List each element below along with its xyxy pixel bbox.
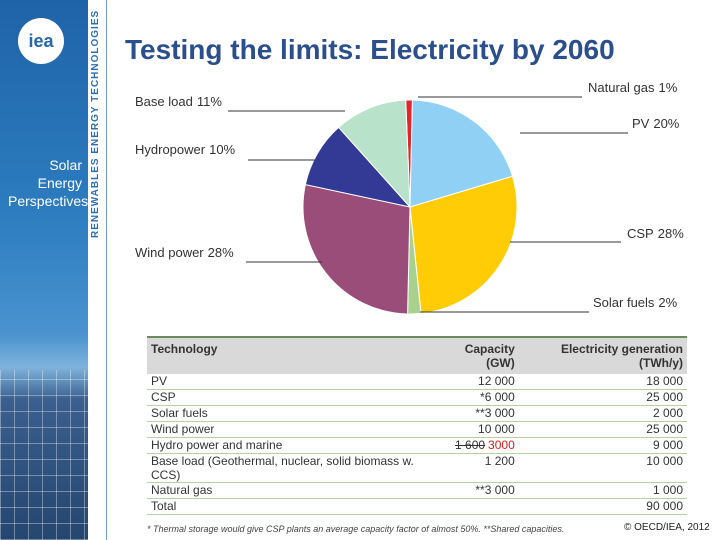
- table-cell: Total: [147, 498, 432, 515]
- series-line: Energy: [37, 175, 82, 191]
- slice-label: Hydropower 10%: [135, 142, 236, 157]
- slice-value: 2%: [658, 295, 677, 310]
- table-row: PV 12 000 18 000: [147, 374, 687, 390]
- corrected-value: 3000: [488, 438, 515, 452]
- table-cell: 1 600 3000: [431, 437, 519, 454]
- footnote: * Thermal storage would give CSP plants …: [147, 524, 565, 534]
- table-row: Hydro power and marine 1 600 3000 9 000: [147, 437, 687, 454]
- series-line: Perspectives: [8, 193, 89, 209]
- slice-name: Hydropower: [135, 142, 206, 157]
- slice-name: Base load: [135, 94, 193, 109]
- table-row: Base load (Geothermal, nuclear, solid bi…: [147, 453, 687, 483]
- table-cell: PV: [147, 374, 432, 390]
- header-cell: Technology: [147, 336, 432, 374]
- slice-name: Solar fuels: [593, 295, 655, 310]
- data-table: Technology Capacity (GW) Electricity gener…: [147, 336, 687, 515]
- series-title: Solar Energy Perspectives: [8, 156, 89, 210]
- table-cell: *6 000: [431, 389, 519, 406]
- slice-value: 28%: [658, 226, 684, 241]
- slice-value: 28%: [208, 245, 234, 260]
- table-cell: CSP: [147, 389, 432, 406]
- pie-chart: Natural gas 1% PV 20% CSP 28% Solar fuels 2% Win…: [135, 80, 684, 315]
- logo: iea: [18, 18, 64, 64]
- slice-name: Natural gas: [588, 80, 655, 95]
- table-row: Solar fuels **3 000 2 000: [147, 405, 687, 422]
- table-row: Wind power 10 000 25 000: [147, 421, 687, 438]
- slice-label: Natural gas 1%: [588, 80, 678, 95]
- table-cell: 1 200: [431, 453, 519, 483]
- slice-value: 10%: [209, 142, 235, 157]
- slice-label: Wind power 28%: [135, 245, 234, 260]
- slide-title: Testing the limits: Electricity by 2060: [125, 34, 615, 65]
- slice-value: 20%: [653, 116, 679, 131]
- table-cell: 90 000: [518, 498, 687, 515]
- slice-label: Solar fuels 2%: [593, 295, 678, 310]
- sidebar: [0, 0, 88, 540]
- table-cell: 25 000: [518, 389, 687, 406]
- table-cell: 10 000: [518, 453, 687, 483]
- table-cell: Solar fuels: [147, 405, 432, 422]
- table-cell: Hydro power and marine: [147, 437, 432, 454]
- strip: [88, 0, 107, 540]
- table-cell: 2 000: [518, 405, 687, 422]
- table-cell: 9 000: [518, 437, 687, 454]
- header-row: Technology Capacity (GW) Electricity gener…: [147, 336, 687, 374]
- table-cell: [431, 498, 519, 515]
- table-cell: **3 000: [431, 482, 519, 499]
- table-cell: Base load (Geothermal, nuclear, solid bi…: [147, 453, 432, 483]
- pie-slice: [302, 183, 411, 315]
- pie-slice: [409, 175, 518, 314]
- table-cell: 25 000: [518, 421, 687, 438]
- pie-slice: [337, 99, 411, 209]
- slice-value: 1%: [658, 80, 677, 95]
- slice-label: Base load 11%: [135, 94, 222, 109]
- table-cell: **3 000: [431, 405, 519, 422]
- slice-value: 11%: [197, 94, 222, 109]
- header-cell: Capacity (GW): [431, 336, 519, 374]
- struck-value: 1 600: [455, 438, 486, 452]
- solar-panels: [0, 370, 88, 540]
- table-cell: 10 000: [431, 421, 519, 438]
- table-cell: 1 000: [518, 482, 687, 499]
- table-cell: Natural gas: [147, 482, 432, 499]
- total-row: Total 90 000: [147, 498, 687, 515]
- slice-label: PV 20%: [632, 116, 680, 131]
- table-row: CSP *6 000 25 000: [147, 389, 687, 406]
- copyright: © OECD/IEA, 2012: [624, 522, 710, 533]
- slice-name: Wind power: [135, 245, 204, 260]
- table-row: Natural gas **3 000 1 000: [147, 482, 687, 499]
- series-line: Solar: [49, 157, 82, 173]
- header-cell: Electricity generation (TWh/y): [518, 336, 687, 374]
- slice-name: CSP: [627, 226, 654, 241]
- table-cell: Wind power: [147, 421, 432, 438]
- slice-name: PV: [632, 116, 650, 131]
- pie-slice: [409, 99, 514, 208]
- slice-label: CSP 28%: [627, 226, 684, 241]
- table-cell: 18 000: [518, 374, 687, 390]
- table-cell: 12 000: [431, 374, 519, 390]
